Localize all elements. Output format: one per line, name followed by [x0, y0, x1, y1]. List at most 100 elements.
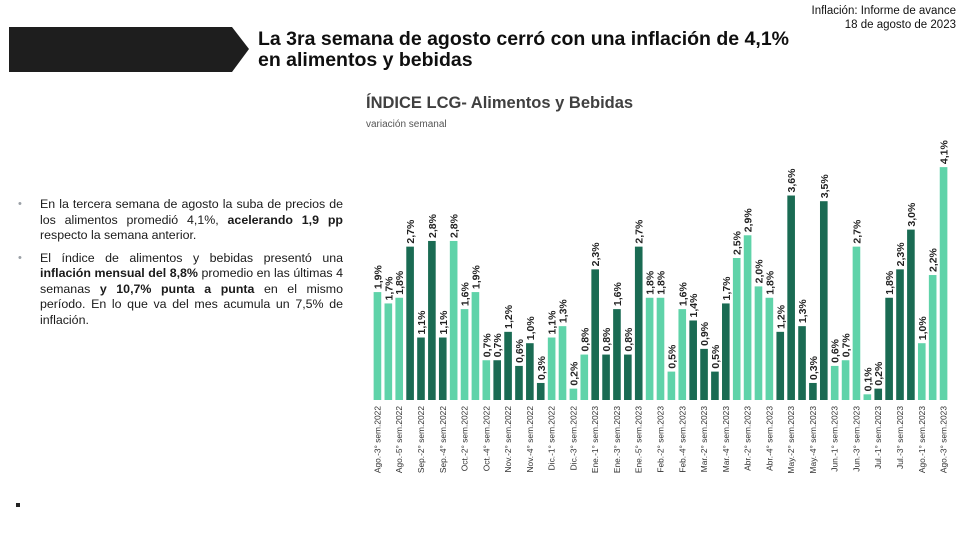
- data-label: 0,2%: [568, 361, 580, 386]
- category-tick-label: Sep.-4° sem.2022: [438, 406, 448, 473]
- slide-marker: [16, 503, 20, 507]
- bar: [787, 195, 795, 400]
- bar: [874, 388, 883, 400]
- data-label: 0,3%: [536, 355, 548, 380]
- bar: [928, 275, 937, 400]
- data-label: 0,5%: [666, 344, 678, 369]
- bar: [504, 331, 512, 400]
- bar: [689, 320, 697, 400]
- data-label: 1,0%: [917, 316, 929, 341]
- bar: [406, 246, 414, 400]
- bar: [645, 297, 654, 400]
- bar: [765, 297, 774, 400]
- bar: [711, 371, 719, 400]
- data-label: 2,9%: [743, 208, 755, 233]
- category-tick-label: Jun.-3° sem.2023: [851, 406, 861, 472]
- bar: [460, 309, 469, 400]
- category-tick-label: Dic.-3° sem.2022: [568, 406, 578, 471]
- data-label: 0,9%: [699, 321, 711, 346]
- bar: [417, 337, 425, 400]
- bar: [896, 269, 904, 400]
- bar: [449, 240, 458, 400]
- bullet-dot-icon: •: [18, 198, 22, 210]
- bar: [678, 309, 687, 400]
- data-label: 1,8%: [884, 270, 896, 295]
- data-label: 1,2%: [503, 304, 515, 329]
- bar: [536, 382, 545, 400]
- bar: [917, 343, 926, 400]
- data-label: 0,7%: [841, 333, 853, 358]
- bar: [700, 348, 708, 400]
- data-label: 0,7%: [492, 333, 504, 358]
- data-label: 2,7%: [634, 219, 646, 244]
- category-tick-label: Sep.-2° sem.2022: [416, 406, 426, 473]
- report-date: 18 de agosto de 2023: [844, 19, 956, 31]
- bar: [907, 229, 915, 400]
- data-label: 1,6%: [460, 282, 472, 307]
- bar: [656, 297, 665, 400]
- bullet-text: En la tercera semana de agosto la suba d…: [40, 197, 343, 227]
- bar: [885, 297, 893, 400]
- bullet-text: El índice de alimentos y bebidas present…: [40, 250, 343, 265]
- data-label: 1,3%: [558, 299, 570, 324]
- data-label: 3,0%: [906, 202, 918, 227]
- bar: [798, 326, 806, 400]
- bullet-list: • En la tercera semana de agosto la suba …: [18, 197, 343, 335]
- data-label: 1,1%: [547, 310, 559, 335]
- data-label: 2,5%: [732, 230, 744, 255]
- bar: [722, 303, 730, 400]
- data-label: 2,7%: [405, 219, 417, 244]
- data-label: 1,6%: [612, 282, 624, 307]
- data-label: 2,0%: [753, 259, 765, 284]
- category-tick-label: Oct.-4° sem.2022: [481, 406, 491, 472]
- bar: [634, 246, 643, 400]
- title-banner: [9, 27, 249, 72]
- category-tick-label: Ene.-5° sem.2023: [634, 406, 644, 473]
- data-label: 1,3%: [797, 299, 809, 324]
- chart-subtitle: variación semanal: [366, 119, 447, 130]
- bar: [428, 240, 436, 400]
- bar: [863, 394, 872, 400]
- data-label: 2,8%: [449, 213, 461, 238]
- bullet-text: promedio en las últimas 4 semanas: [40, 266, 343, 296]
- data-label: 4,1%: [939, 140, 951, 165]
- data-label: 1,2%: [775, 304, 787, 329]
- data-label: 2,2%: [928, 247, 940, 272]
- data-label: 2,3%: [895, 242, 907, 267]
- data-label: 0,2%: [873, 361, 885, 386]
- bullet-text: respecto la semana anterior.: [40, 228, 197, 242]
- data-label: 1,7%: [721, 276, 733, 301]
- data-label: 2,3%: [590, 242, 602, 267]
- category-tick-label: Mar.-4° sem.2023: [721, 406, 731, 473]
- bullet-item: • En la tercera semana de agosto la suba …: [18, 197, 343, 244]
- data-label: 1,8%: [656, 270, 668, 295]
- category-tick-label: Ago.-1° sem.2023: [917, 406, 927, 473]
- data-label: 0,8%: [601, 327, 613, 352]
- category-tick-label: May.-4° sem.2023: [808, 406, 818, 474]
- category-tick-label: Ago.-3° sem.2023: [939, 406, 949, 473]
- data-label: 3,5%: [819, 174, 831, 199]
- data-label: 0,7%: [481, 333, 493, 358]
- bar: [493, 360, 502, 400]
- bar: [602, 354, 610, 400]
- data-label: 2,8%: [427, 213, 439, 238]
- bar: [667, 371, 676, 400]
- bar: [438, 337, 447, 400]
- data-label: 1,9%: [470, 264, 482, 289]
- bar: [515, 365, 523, 400]
- bar: [613, 309, 621, 400]
- bullet-emphasis: inflación mensual del 8,8%: [40, 266, 198, 280]
- bar: [558, 326, 567, 400]
- bar: [373, 292, 382, 400]
- data-label: 0,5%: [710, 344, 722, 369]
- bar: [384, 303, 393, 400]
- category-tick-label: May.-2° sem.2023: [786, 406, 796, 474]
- bar: [482, 360, 491, 400]
- data-label: 1,8%: [394, 270, 406, 295]
- data-label: 1,8%: [764, 270, 776, 295]
- bar: [591, 269, 599, 400]
- chart-title: ÍNDICE LCG- Alimentos y Bebidas: [366, 94, 634, 112]
- bullet-emphasis: acelerando 1,9 pp: [227, 212, 343, 227]
- bar: [830, 365, 839, 400]
